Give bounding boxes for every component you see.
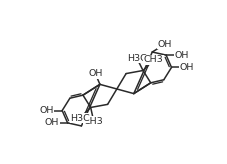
Text: CH3: CH3 bbox=[84, 117, 103, 126]
Text: H3C: H3C bbox=[70, 114, 89, 123]
Text: OH: OH bbox=[88, 69, 102, 78]
Text: OH: OH bbox=[45, 118, 59, 127]
Text: OH: OH bbox=[39, 106, 54, 115]
Text: OH: OH bbox=[179, 63, 193, 72]
Text: OH: OH bbox=[157, 40, 171, 49]
Text: OH: OH bbox=[174, 51, 188, 60]
Text: H3C: H3C bbox=[126, 54, 146, 63]
Text: CH3: CH3 bbox=[143, 55, 163, 64]
